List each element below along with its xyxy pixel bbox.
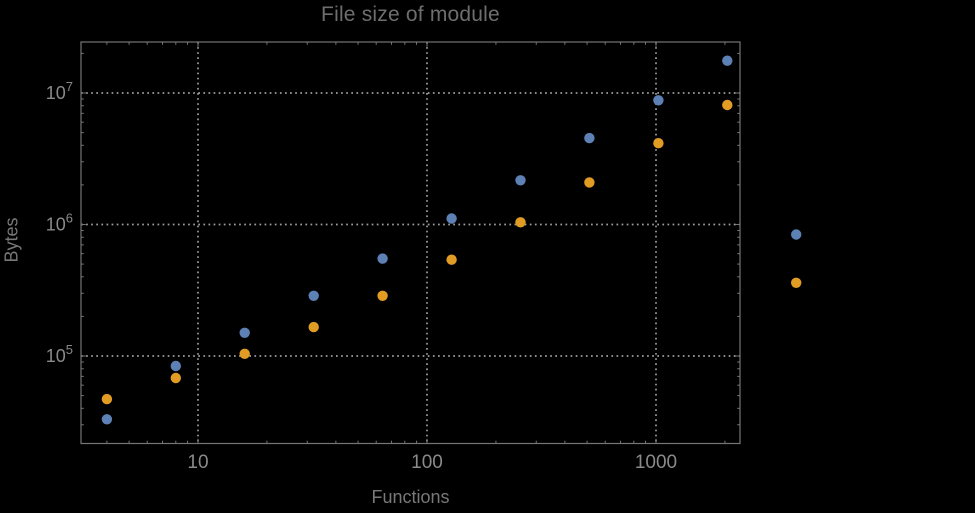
data-point-series-blue <box>722 55 733 66</box>
data-point-series-blue <box>239 327 250 338</box>
data-point-series-orange <box>377 290 388 301</box>
plot-frame <box>80 41 741 445</box>
y-tick-label: 107 <box>46 79 73 103</box>
data-point-series-orange <box>101 393 113 405</box>
x-tick-label: 100 <box>411 452 443 473</box>
data-point-series-orange <box>722 99 733 111</box>
x-tick-label: 10 <box>187 452 208 473</box>
data-point-series-orange <box>584 177 595 188</box>
data-point-series-blue <box>653 95 664 106</box>
data-point-series-blue <box>308 290 319 301</box>
x-tick-label: 1000 <box>635 452 677 473</box>
data-point-series-orange <box>308 321 319 333</box>
data-point-series-blue <box>446 213 457 224</box>
data-point-series-orange <box>446 254 457 265</box>
y-tick-label: 106 <box>46 211 73 235</box>
x-axis-label: Functions <box>371 487 450 507</box>
data-point-series-blue <box>515 175 526 186</box>
data-point-series-orange <box>515 217 526 228</box>
data-point-series-orange <box>791 277 802 288</box>
y-axis-label: Bytes <box>1 217 22 263</box>
data-point-series-blue <box>170 360 181 372</box>
y-tick-label: 105 <box>46 342 73 366</box>
chart-title: File size of module <box>321 3 500 26</box>
data-point-series-blue <box>584 132 595 144</box>
data-point-series-orange <box>653 138 664 149</box>
data-point-series-orange <box>170 372 181 384</box>
data-point-series-orange <box>239 348 250 359</box>
data-point-series-blue <box>377 253 388 264</box>
data-point-series-blue <box>791 229 802 240</box>
data-point-series-blue <box>101 414 113 425</box>
